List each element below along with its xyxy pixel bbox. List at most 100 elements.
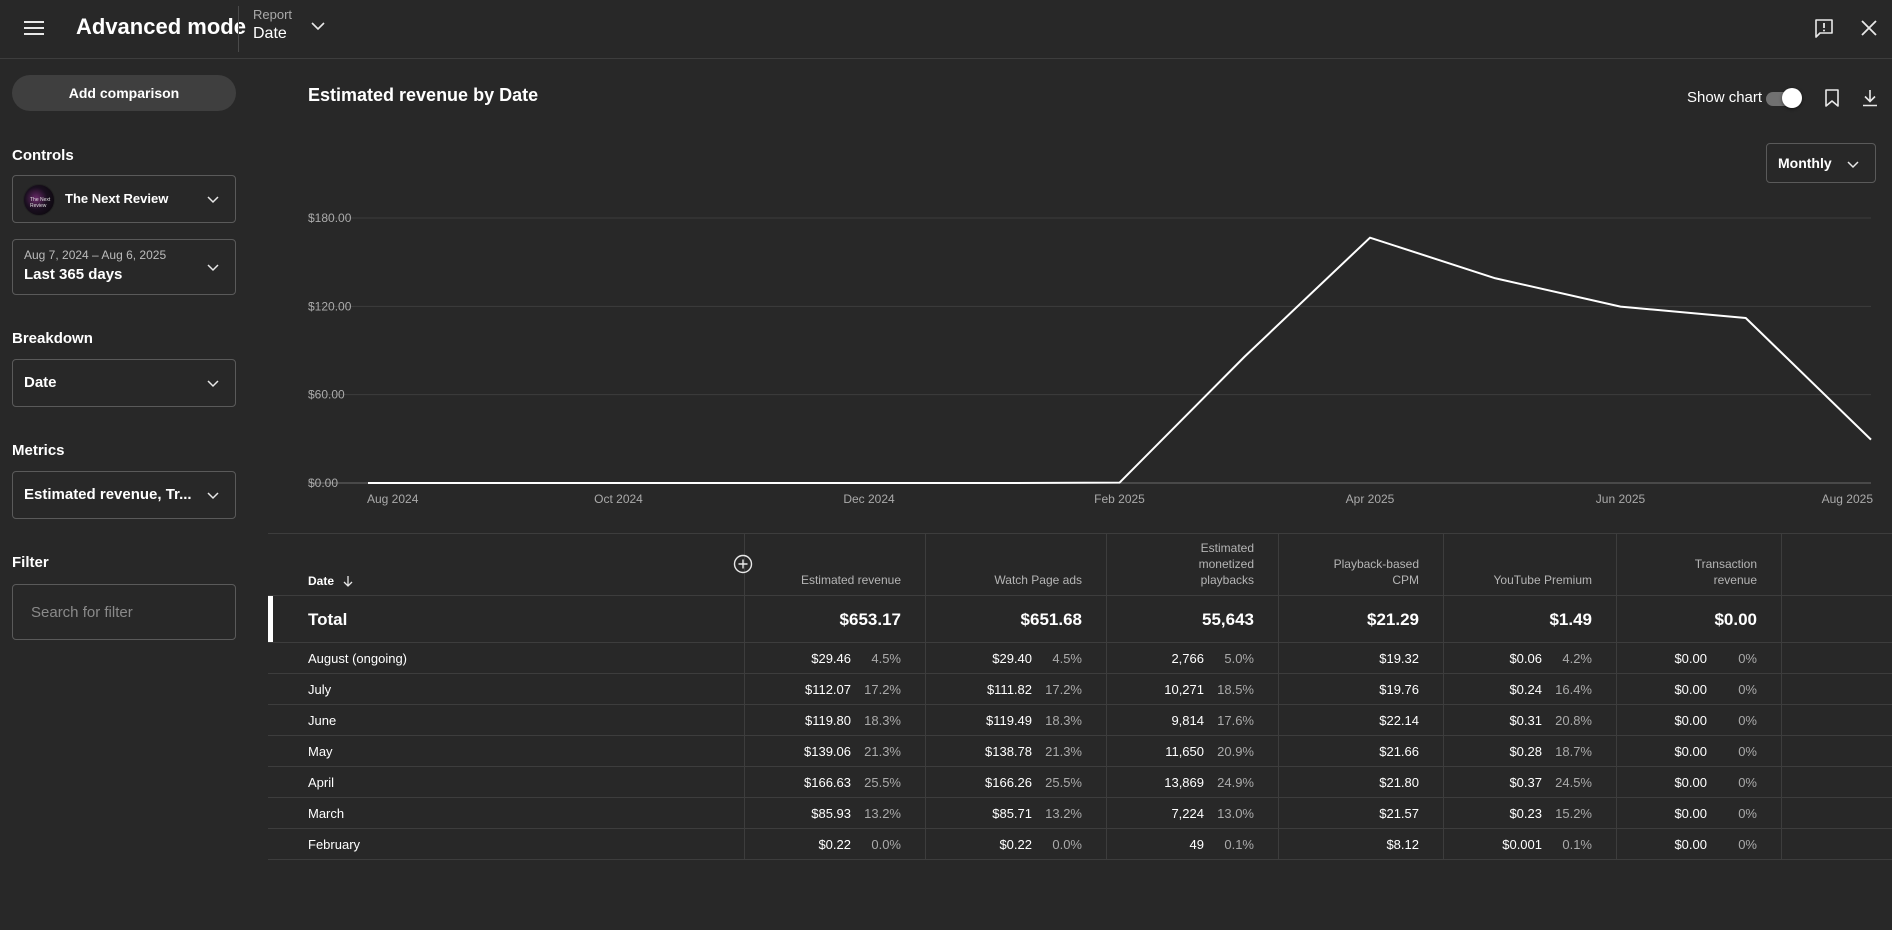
- cell-value: $0.001: [1502, 837, 1542, 852]
- cell-value: $0.06: [1509, 651, 1542, 666]
- table-cell: $0.31 20.8%: [1443, 705, 1616, 735]
- feedback-icon[interactable]: [1813, 17, 1835, 39]
- show-chart-label: Show chart: [1687, 89, 1763, 106]
- report-value[interactable]: Date: [253, 25, 287, 42]
- cell-percent: 13.0%: [1217, 806, 1254, 821]
- date-range-select[interactable]: Aug 7, 2024 – Aug 6, 2025 Last 365 days: [12, 239, 236, 295]
- cell-percent: 0%: [1738, 775, 1757, 790]
- table-cell: $19.76: [1278, 674, 1443, 704]
- row-label: June: [308, 713, 337, 728]
- breakdown-select[interactable]: Date: [12, 359, 236, 407]
- controls-label: Controls: [12, 147, 74, 164]
- column-header[interactable]: YouTube Premium: [1443, 534, 1616, 595]
- table-cell: $22.14: [1278, 705, 1443, 735]
- table-row[interactable]: August (ongoing) $29.46 4.5% $29.40 4.5% 2,76…: [268, 643, 1892, 674]
- revenue-line-chart: $0.00 $60.00 $120.00 $180.00 Aug 2024 Oct 202…: [308, 211, 1873, 506]
- table-row[interactable]: June $119.80 18.3% $119.49 18.3% 9,814 17.6% $2…: [268, 705, 1892, 736]
- y-tick-label: $180.00: [308, 211, 352, 225]
- cell-value: $0.37: [1509, 775, 1542, 790]
- cell-value: $0.00: [1674, 806, 1707, 821]
- table-row[interactable]: July $112.07 17.2% $111.82 17.2% 10,271 18.5% $…: [268, 674, 1892, 705]
- table-cell: $29.40 4.5%: [925, 643, 1106, 673]
- cell-value: $19.76: [1379, 682, 1419, 697]
- cell-percent: 4.5%: [1052, 651, 1082, 666]
- total-row-indicator: [268, 596, 273, 642]
- menu-icon[interactable]: [22, 16, 46, 40]
- column-divider: [1278, 643, 1279, 673]
- column-header[interactable]: Estimated revenue: [744, 534, 925, 595]
- table-row[interactable]: April $166.63 25.5% $166.26 25.5% 13,869 24.9%…: [268, 767, 1892, 798]
- table-total-row: Total $653.17 $651.68 55,643 $21.29 $1.49 $0.0…: [268, 596, 1892, 643]
- table-cell: $0.00 0%: [1616, 767, 1781, 797]
- date-preset-text: Last 365 days: [24, 266, 123, 283]
- column-header[interactable]: Estimated monetized playbacks: [1106, 534, 1278, 595]
- total-cell: $1.49: [1443, 596, 1616, 642]
- table-row[interactable]: March $85.93 13.2% $85.71 13.2% 7,224 13.0% $21…: [268, 798, 1892, 829]
- column-header-date[interactable]: Date: [308, 574, 335, 588]
- close-icon[interactable]: [1858, 17, 1880, 39]
- chevron-down-icon[interactable]: [308, 16, 328, 36]
- table-row[interactable]: May $139.06 21.3% $138.78 21.3% 11,650 20.9% $2…: [268, 736, 1892, 767]
- bookmark-icon[interactable]: [1821, 87, 1843, 109]
- metrics-value: Estimated revenue, Tr...: [24, 486, 192, 503]
- filter-label: Filter: [12, 554, 49, 571]
- table-cell: $0.00 0%: [1616, 829, 1781, 859]
- column-divider: [1278, 736, 1279, 766]
- row-label: July: [308, 682, 332, 697]
- table-cell: 2,766 5.0%: [1106, 643, 1278, 673]
- download-icon[interactable]: [1859, 87, 1881, 109]
- column-divider: [1278, 705, 1279, 735]
- cell-percent: 0.0%: [1052, 837, 1082, 852]
- row-label: May: [308, 744, 333, 759]
- table-cell: $85.93 13.2%: [744, 798, 925, 828]
- cell-percent: 18.3%: [1045, 713, 1082, 728]
- cell-value: $0.00: [1674, 713, 1707, 728]
- cell-percent: 18.7%: [1555, 744, 1592, 759]
- y-tick-label: $120.00: [308, 299, 352, 313]
- column-header[interactable]: Transaction revenue: [1616, 534, 1781, 595]
- table-cell: $0.00 0%: [1616, 798, 1781, 828]
- cell-value: 9,814: [1171, 713, 1204, 728]
- date-range-text: Aug 7, 2024 – Aug 6, 2025: [24, 248, 167, 262]
- cell-value: $111.82: [986, 682, 1032, 697]
- column-header[interactable]: Playback-based CPM: [1278, 534, 1443, 595]
- cell-percent: 4.5%: [871, 651, 901, 666]
- metrics-select[interactable]: Estimated revenue, Tr...: [12, 471, 236, 519]
- column-divider: [925, 798, 926, 828]
- table-cell: $0.00 0%: [1616, 705, 1781, 735]
- period-select[interactable]: Monthly: [1766, 143, 1876, 183]
- column-divider: [1278, 534, 1279, 595]
- cell-value: $0.28: [1509, 744, 1542, 759]
- cell-value: $0.22: [999, 837, 1032, 852]
- total-value: $653.17: [839, 610, 901, 629]
- cell-percent: 0%: [1738, 744, 1757, 759]
- table-cell: $138.78 21.3%: [925, 736, 1106, 766]
- revenue-series-line[interactable]: [368, 236, 1872, 484]
- column-divider: [1278, 596, 1279, 642]
- total-value: $0.00: [1714, 610, 1757, 629]
- column-header[interactable]: Watch Page ads: [925, 534, 1106, 595]
- add-column-icon[interactable]: [733, 554, 753, 574]
- add-comparison-button[interactable]: Add comparison: [12, 75, 236, 111]
- column-divider: [1443, 705, 1444, 735]
- cell-percent: 13.2%: [864, 806, 901, 821]
- column-divider: [1616, 829, 1617, 859]
- table-cell: $0.24 16.4%: [1443, 674, 1616, 704]
- search-filter-input[interactable]: [12, 584, 236, 640]
- sort-down-icon[interactable]: [341, 574, 355, 588]
- column-divider: [744, 829, 745, 859]
- column-divider: [1616, 767, 1617, 797]
- cell-value: $166.26: [985, 775, 1032, 790]
- total-value: 55,643: [1202, 610, 1254, 629]
- column-divider: [1106, 736, 1107, 766]
- cell-percent: 16.4%: [1555, 682, 1592, 697]
- channel-name: The Next Review: [65, 191, 169, 206]
- table-cell: $139.06 21.3%: [744, 736, 925, 766]
- column-divider: [1781, 829, 1782, 859]
- table-row[interactable]: February $0.22 0.0% $0.22 0.0% 49 0.1% $8.12 $0.…: [268, 829, 1892, 860]
- column-divider: [1781, 736, 1782, 766]
- cell-percent: 21.3%: [864, 744, 901, 759]
- channel-select[interactable]: The Next Review The Next Review: [12, 175, 236, 223]
- cell-percent: 0%: [1738, 806, 1757, 821]
- show-chart-toggle[interactable]: [1766, 88, 1802, 108]
